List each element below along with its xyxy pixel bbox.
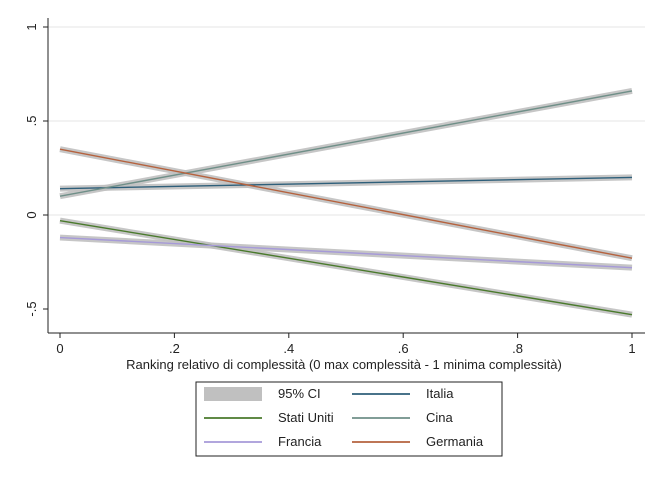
legend-label: Francia [278, 434, 322, 449]
x-axis-title: Ranking relativo di complessità (0 max c… [126, 357, 562, 372]
y-tick-label: 0 [24, 211, 39, 218]
series-line [59, 90, 633, 197]
ticks: -.5 0 .5 1 0 .2 .4 .6 .8 1 [24, 23, 636, 356]
legend-label: Stati Uniti [278, 410, 334, 425]
series-line [59, 219, 633, 316]
x-tick-label: .8 [512, 341, 523, 356]
grid [48, 26, 645, 216]
series-lines [59, 90, 633, 316]
y-tick-label: 1 [24, 23, 39, 30]
legend-label: Cina [426, 410, 454, 425]
x-tick-label: 1 [628, 341, 635, 356]
series-line [59, 176, 633, 190]
x-tick-label: .6 [398, 341, 409, 356]
legend-label: Italia [426, 386, 454, 401]
legend-ci-swatch [204, 387, 262, 401]
legend-label: 95% CI [278, 386, 321, 401]
x-tick-label: .2 [169, 341, 180, 356]
y-tick-label: .5 [24, 116, 39, 127]
legend-label: Germania [426, 434, 484, 449]
x-tick-label: .4 [283, 341, 294, 356]
series-line [59, 236, 633, 269]
y-tick-label: -.5 [24, 301, 39, 316]
legend: 95% CI Italia Stati Uniti Cina Francia German… [195, 381, 503, 457]
x-tick-label: 0 [56, 341, 63, 356]
ci-bands [59, 87, 633, 318]
series-line [59, 148, 633, 259]
